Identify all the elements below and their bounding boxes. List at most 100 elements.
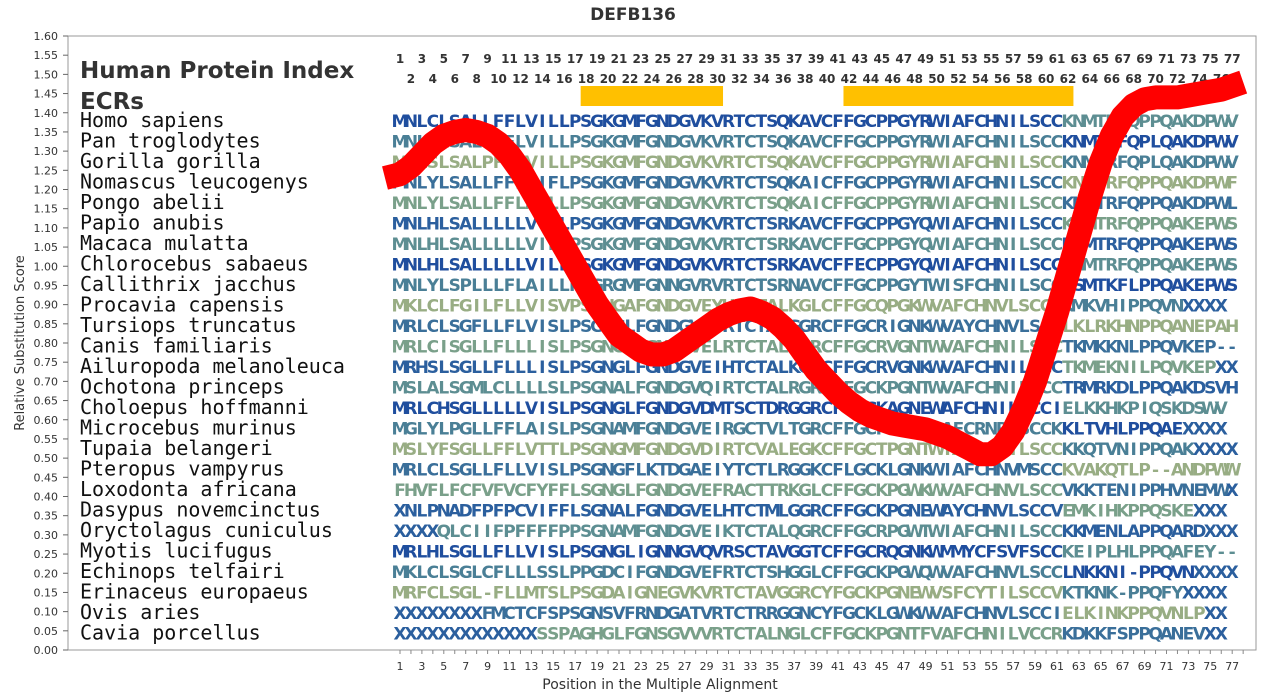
residue: C: [963, 584, 975, 604]
residue: R: [1105, 194, 1118, 214]
residue: S: [449, 256, 461, 276]
residue: D: [667, 399, 681, 419]
residue: L: [1128, 461, 1139, 481]
residue: F: [821, 625, 833, 645]
residue: A: [623, 297, 637, 317]
residue: P: [876, 256, 888, 276]
residue: P: [1138, 317, 1150, 337]
residue: L: [471, 358, 482, 378]
residue: T: [756, 399, 768, 419]
residue: Q: [1126, 235, 1140, 255]
residue: S: [449, 153, 461, 173]
top-position-label: 51: [939, 52, 956, 66]
top-position-label: 56: [994, 72, 1011, 86]
residue: K: [810, 440, 824, 460]
residue: Q: [886, 543, 900, 563]
residue: I: [1010, 235, 1016, 255]
y-tick-label: 0.10: [34, 606, 59, 619]
residue: L: [559, 133, 570, 153]
residue: R: [919, 153, 932, 173]
residue: N: [601, 399, 615, 419]
top-position-label: 8: [472, 72, 480, 86]
residue: K: [1171, 502, 1185, 522]
residue: C: [974, 235, 986, 255]
residue: A: [799, 276, 813, 296]
residue: W: [916, 584, 935, 604]
residue: X: [1204, 604, 1217, 624]
residue: R: [766, 604, 779, 624]
residue: E: [701, 338, 713, 358]
residue: L: [515, 256, 526, 276]
residue: G: [678, 461, 692, 481]
top-position-label: 9: [483, 52, 491, 66]
residue: P: [1204, 256, 1216, 276]
residue: V: [1226, 112, 1240, 132]
residue: F: [843, 563, 855, 583]
residue: G: [612, 215, 626, 235]
residue: D: [667, 461, 681, 481]
residue: R: [602, 276, 615, 296]
residue: M: [392, 399, 409, 419]
residue: G: [645, 215, 659, 235]
residue: K: [1116, 502, 1130, 522]
species-label: Callithrix jacchus: [80, 272, 297, 296]
residue: D: [667, 215, 681, 235]
residue: X: [1215, 420, 1228, 440]
residue: A: [459, 256, 473, 276]
residue: G: [678, 481, 692, 501]
residue: C: [865, 297, 877, 317]
residue: P: [1138, 625, 1150, 645]
residue: P: [569, 174, 581, 194]
residue: X: [393, 502, 406, 522]
residue: V: [558, 297, 572, 317]
residue: L: [1019, 358, 1030, 378]
residue: D: [1192, 112, 1206, 132]
residue: A: [766, 543, 780, 563]
residue: V: [1171, 338, 1185, 358]
residue: T: [734, 194, 746, 214]
residue: M: [392, 420, 409, 440]
residue: G: [459, 440, 473, 460]
residue: F: [504, 317, 516, 337]
residue: G: [897, 358, 911, 378]
residue: N: [897, 584, 911, 604]
residue: L: [559, 543, 570, 563]
residue: V: [503, 481, 517, 501]
residue: I: [944, 112, 950, 132]
residue: C: [1029, 604, 1041, 624]
residue: N: [995, 461, 1009, 481]
residue: N: [590, 604, 604, 624]
residue: V: [930, 297, 944, 317]
residue: L: [1019, 440, 1030, 460]
residue: P: [876, 194, 888, 214]
residue: G: [590, 563, 604, 583]
residue: R: [722, 174, 735, 194]
x-tick-label: 73: [1181, 660, 1195, 673]
residue: V: [1215, 379, 1229, 399]
residue: S: [547, 584, 559, 604]
residue: I: [1054, 399, 1060, 419]
residue: G: [645, 522, 659, 542]
residue: L: [1019, 153, 1030, 173]
residue: G: [645, 399, 659, 419]
residue: R: [777, 235, 790, 255]
x-tick-label: 49: [919, 660, 933, 673]
residue: E: [788, 440, 800, 460]
residue: P: [481, 153, 493, 173]
residue: G: [645, 276, 659, 296]
residue: V: [1018, 625, 1032, 645]
residue: Q: [776, 174, 790, 194]
residue: N: [995, 235, 1009, 255]
residue: G: [897, 522, 911, 542]
residue: F: [832, 317, 844, 337]
top-position-label: 1: [396, 52, 404, 66]
residue: L: [625, 358, 636, 378]
residue: C: [974, 543, 986, 563]
top-position-label: 22: [622, 72, 639, 86]
residue: F: [843, 256, 855, 276]
top-position-label: 57: [1005, 52, 1022, 66]
residue: C: [865, 358, 877, 378]
residue: R: [404, 584, 417, 604]
residue: R: [810, 317, 823, 337]
residue: F: [493, 461, 505, 481]
